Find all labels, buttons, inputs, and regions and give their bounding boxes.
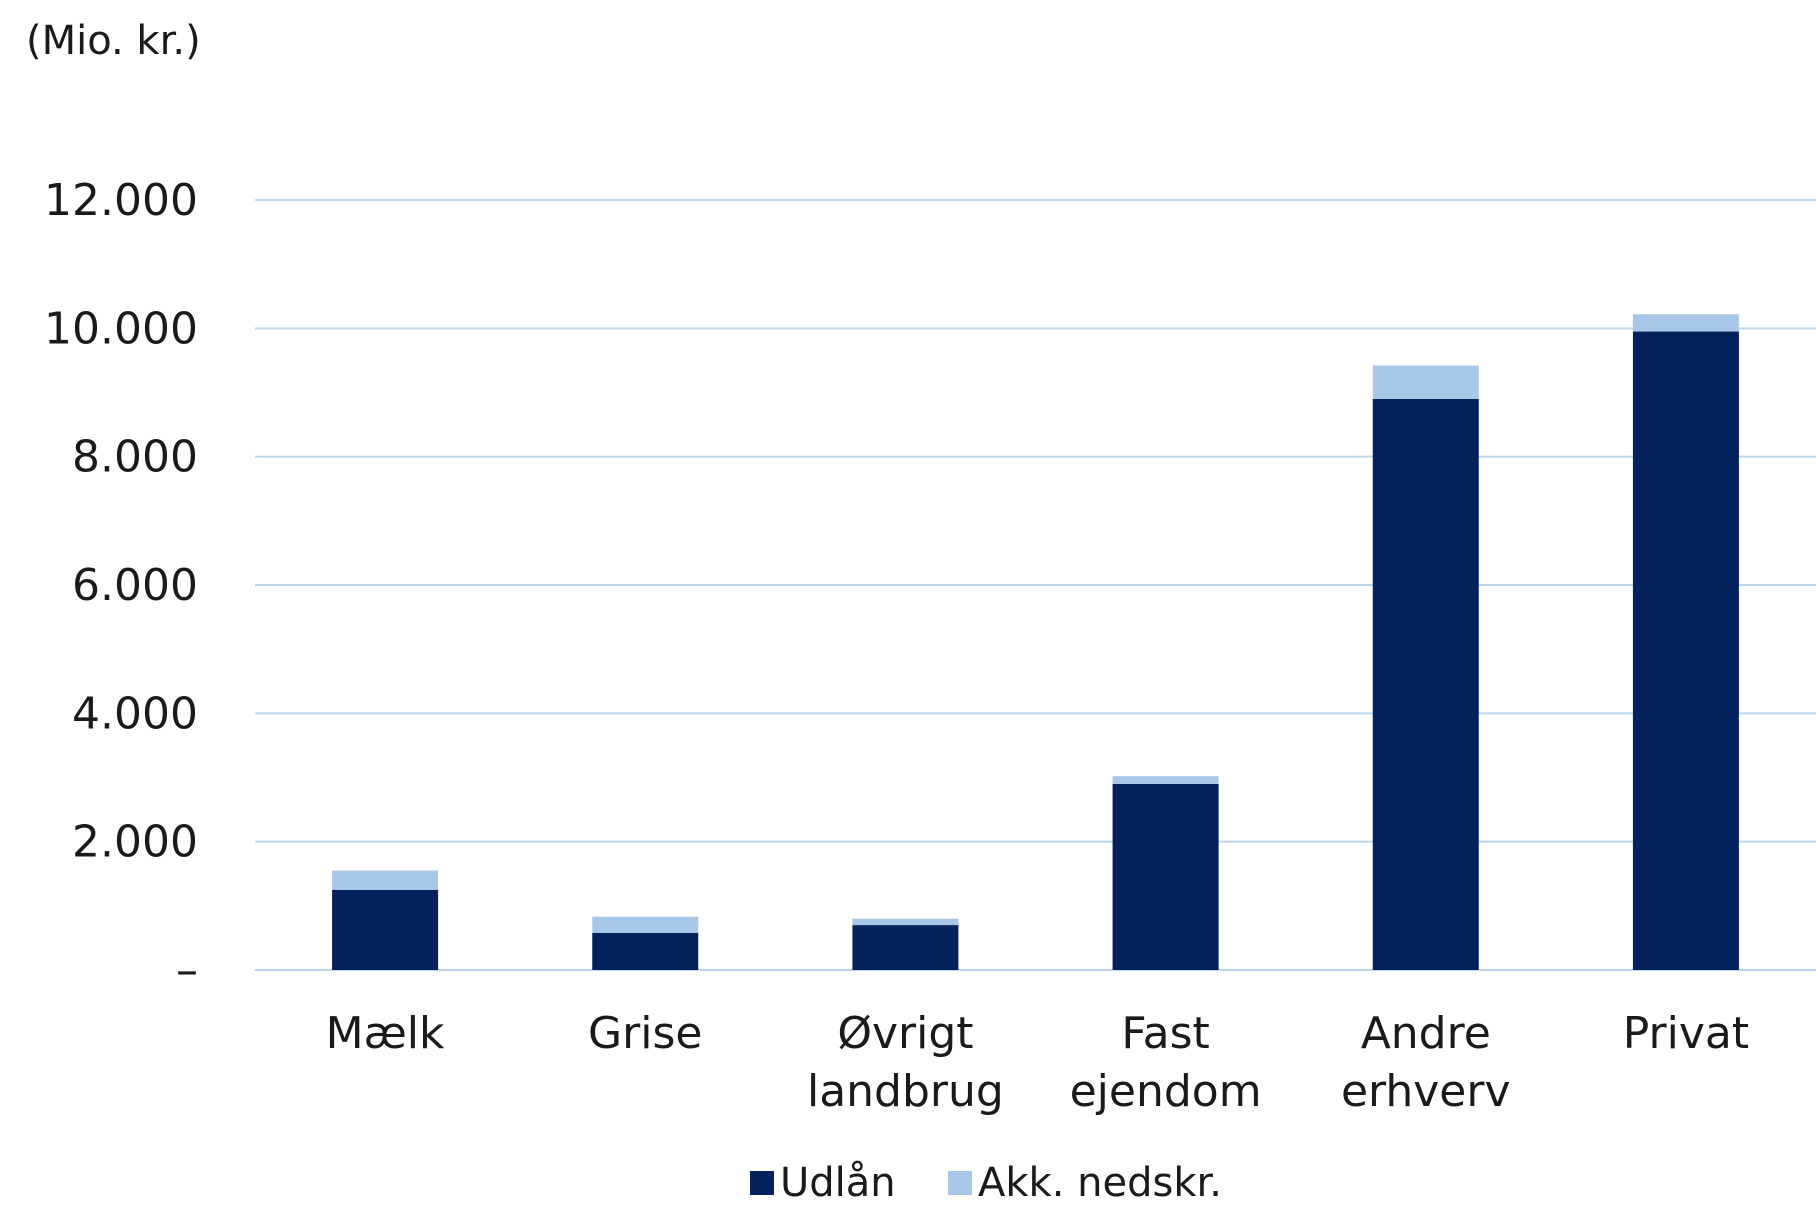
x-tick-label: Øvrigt landbrug xyxy=(807,1008,1004,1117)
x-tick-label-line: erhverv xyxy=(1341,1066,1511,1117)
x-tick-label-line: Mælk xyxy=(326,1008,445,1059)
bar-segment xyxy=(852,925,959,970)
x-tick-label-line: ejendom xyxy=(1070,1066,1262,1117)
legend-label: Udlån xyxy=(780,1160,896,1206)
chart-legend: Udlån Akk. nedskr. xyxy=(0,1160,1816,1206)
y-tick-label: 8.000 xyxy=(72,432,198,483)
bar-segment xyxy=(1632,314,1739,332)
y-tick-label: – xyxy=(176,945,198,996)
x-tick-label: Fast ejendom xyxy=(1070,1008,1262,1117)
bar-segment xyxy=(592,932,699,970)
y-axis-ticks: – 2.000 4.000 6.000 8.000 10.000 12.000 xyxy=(44,175,198,996)
x-tick-label-line: Andre xyxy=(1361,1008,1491,1059)
bar-segment xyxy=(1372,365,1479,399)
legend-item: Akk. nedskr. xyxy=(948,1160,1222,1206)
x-tick-label: Andre erhverv xyxy=(1341,1008,1511,1117)
y-tick-label: 4.000 xyxy=(72,688,198,739)
bar-segment xyxy=(1112,783,1219,970)
y-tick-label: 10.000 xyxy=(44,303,198,354)
x-tick-label: Mælk xyxy=(326,1008,445,1059)
bar-segment xyxy=(332,870,439,890)
legend-swatch xyxy=(948,1171,972,1195)
y-tick-label: 2.000 xyxy=(72,817,198,868)
legend-label: Akk. nedskr. xyxy=(978,1160,1222,1206)
x-tick-label-line: landbrug xyxy=(807,1066,1004,1117)
x-tick-label-line: Fast xyxy=(1121,1008,1209,1059)
x-tick-label: Grise xyxy=(588,1008,702,1059)
bars xyxy=(332,314,1739,971)
y-tick-label: 12.000 xyxy=(44,175,198,226)
x-tick-label: Privat xyxy=(1623,1008,1749,1059)
bar-segment xyxy=(1112,776,1219,784)
legend-swatch xyxy=(750,1171,774,1195)
bar-segment xyxy=(852,918,959,926)
stacked-bar-chart: – 2.000 4.000 6.000 8.000 10.000 12.000 Mælk Gr… xyxy=(44,175,1816,1117)
bar-segment xyxy=(592,916,699,933)
y-tick-label: 6.000 xyxy=(72,560,198,611)
gridlines xyxy=(255,199,1816,971)
bar-segment xyxy=(332,889,439,970)
x-tick-label-line: Øvrigt xyxy=(837,1008,973,1059)
y-axis-unit-label: (Mio. kr.) xyxy=(26,18,201,64)
legend-item: Udlån xyxy=(750,1160,896,1206)
x-tick-label-line: Grise xyxy=(588,1008,702,1059)
bar-segment xyxy=(1372,398,1479,971)
bar-segment xyxy=(1632,331,1739,971)
x-axis-ticks: Mælk Grise Øvrigt landbrug Fast ejendom Andre e… xyxy=(326,1008,1749,1117)
x-tick-label-line: Privat xyxy=(1623,1008,1749,1059)
